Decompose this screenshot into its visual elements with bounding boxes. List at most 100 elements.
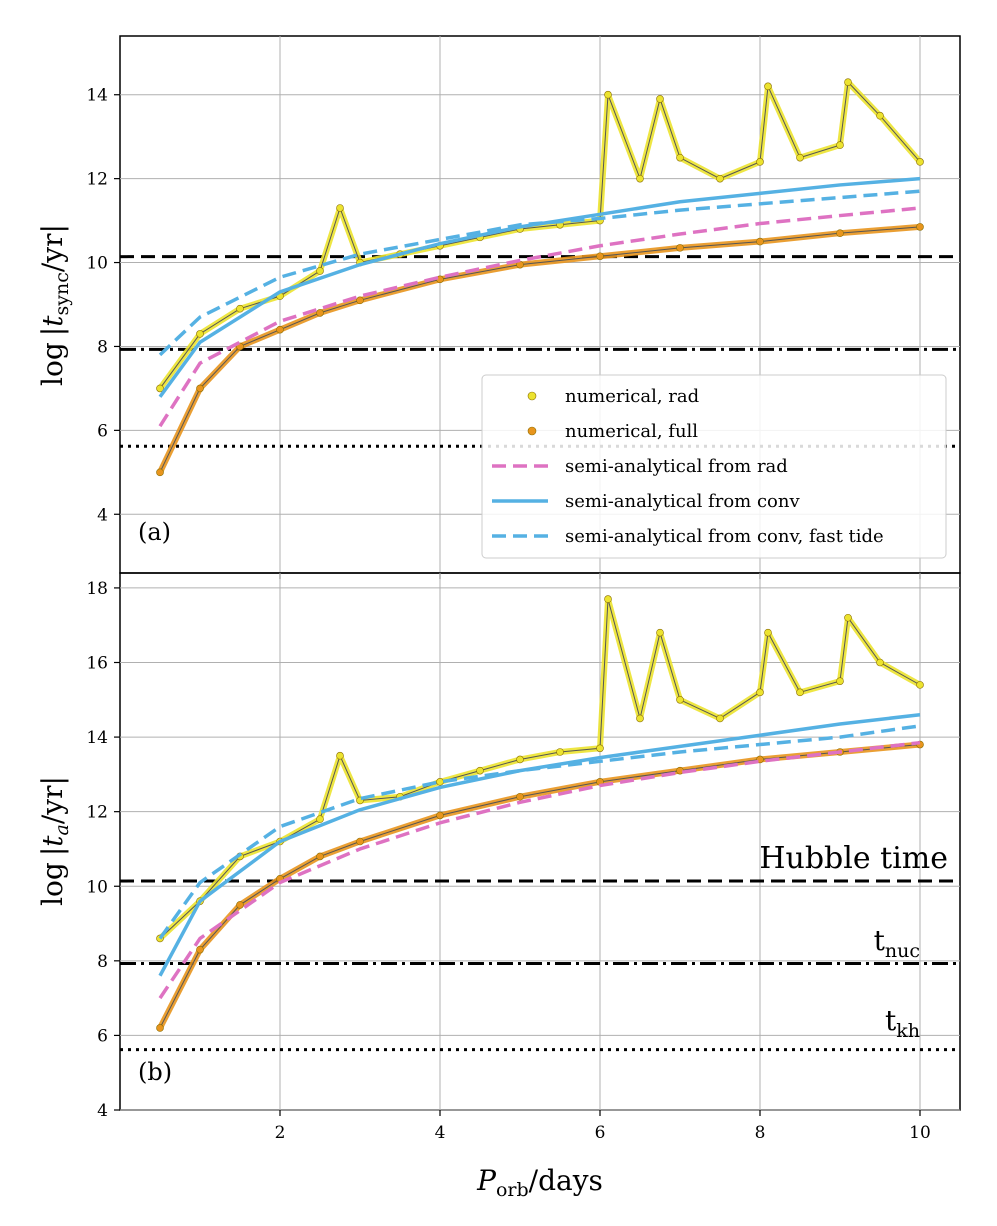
series-numerical-full-point xyxy=(236,901,244,909)
ylabel-b-sub: a xyxy=(51,824,73,835)
legend-label: semi-analytical from rad xyxy=(565,456,788,477)
series-numerical-rad-point xyxy=(796,688,804,697)
legend-label: semi-analytical from conv xyxy=(565,491,800,512)
series-numerical-full-point xyxy=(156,1024,164,1032)
series-numerical-rad-point xyxy=(676,153,684,162)
legend-label: numerical, full xyxy=(565,421,698,442)
series-numerical-rad-point xyxy=(336,751,344,760)
tkh-sub: kh xyxy=(896,1020,920,1042)
series-numerical-rad-point xyxy=(596,744,604,753)
series-numerical-rad-point xyxy=(636,174,644,183)
legend-marker xyxy=(527,391,537,401)
series-numerical-rad-point xyxy=(756,158,764,166)
tnuc-main: t xyxy=(874,924,886,957)
series-numerical-rad-point xyxy=(156,384,164,393)
series-numerical-rad-point xyxy=(316,815,324,823)
ylabel-b-main: |t xyxy=(36,835,69,856)
tkh-main: t xyxy=(885,1004,897,1037)
series-numerical-rad-point xyxy=(716,714,724,723)
series-numerical-full-point xyxy=(196,384,204,393)
series-numerical-full-point xyxy=(196,945,204,954)
ylabel-a-sub: sync xyxy=(51,272,73,315)
series-numerical-full-point xyxy=(276,325,284,334)
ytick-label: 10 xyxy=(86,877,108,897)
series-numerical-rad-point xyxy=(876,111,884,120)
series-numerical-full-point xyxy=(316,309,324,317)
series-numerical-full-point xyxy=(316,852,324,861)
series-numerical-rad-point xyxy=(656,95,664,103)
xtick-label: 2 xyxy=(275,1123,286,1143)
series-semi-analytical-from-rad xyxy=(158,740,921,1000)
series-numerical-rad-point xyxy=(716,174,724,183)
series-semi-analytical-from-conv xyxy=(158,176,921,398)
series-numerical-rad-point xyxy=(316,267,324,275)
series-semi-analytical-from-rad xyxy=(158,206,921,428)
series-numerical-full-point xyxy=(516,792,524,801)
xtick-label: 8 xyxy=(755,1123,766,1143)
ytick-label: 8 xyxy=(97,337,108,357)
series-numerical-full-point xyxy=(596,252,604,261)
series-numerical-rad-point xyxy=(476,766,484,775)
ytick-label: 16 xyxy=(86,654,108,674)
tnuc-label: tnuc xyxy=(874,924,920,962)
series-numerical-rad-point xyxy=(796,153,804,162)
series-numerical-rad-point xyxy=(764,82,772,91)
xtick-label: 4 xyxy=(435,1123,446,1143)
series-numerical-rad-point xyxy=(676,695,684,704)
series-numerical-full-point xyxy=(756,237,764,246)
series-numerical-full-point xyxy=(436,811,444,820)
panel-b-letter: (b) xyxy=(138,1058,172,1086)
series-numerical-full-point xyxy=(676,244,684,252)
series-semi-analytical-from-conv xyxy=(158,712,921,977)
panel-a-letter: (a) xyxy=(138,518,171,546)
ytick-label: 8 xyxy=(97,952,108,972)
series-numerical-rad-point xyxy=(844,78,852,86)
legend-marker xyxy=(527,426,537,436)
series-numerical-rad-point xyxy=(604,595,612,603)
ylabel-b-prefix: log xyxy=(36,862,69,906)
xtick-label: 10 xyxy=(909,1123,931,1143)
series-numerical-rad-point xyxy=(436,778,444,786)
series-numerical-rad-point xyxy=(916,681,924,689)
ytick-label: 14 xyxy=(86,728,108,748)
series-numerical-full-point xyxy=(836,229,844,237)
series-numerical-rad-point xyxy=(236,304,244,313)
legend-label: numerical, rad xyxy=(565,386,699,407)
series-numerical-full-point xyxy=(916,223,924,231)
ylabel-b: log |ta/yr| xyxy=(36,776,73,906)
ylabel-a-prefix: log xyxy=(36,342,69,386)
ytick-label: 6 xyxy=(97,421,108,441)
ytick-label: 4 xyxy=(97,505,108,525)
tnuc-sub: nuc xyxy=(885,940,920,962)
panel-b: 4 6 8 10 12 14 16 18 2 4 6 8 10 xyxy=(86,572,961,1143)
series-numerical-rad-point xyxy=(836,677,844,685)
ylabel-a-suffix: /yr| xyxy=(36,224,69,272)
xlabel: Porb/days xyxy=(476,1164,603,1201)
xlabel-main: P xyxy=(476,1164,497,1197)
legend-label: semi-analytical from conv, fast tide xyxy=(565,526,884,547)
series-numerical-full-point xyxy=(356,296,364,305)
series-numerical-rad-point xyxy=(516,755,524,764)
xtick-label: 6 xyxy=(595,1123,606,1143)
series-semi-analytical-from-conv-fast-tide xyxy=(158,724,921,940)
hubble-time-label: Hubble time xyxy=(759,841,948,876)
series-numerical-full-point xyxy=(356,837,364,846)
legend-box xyxy=(481,374,947,559)
tkh-label: tkh xyxy=(885,1004,920,1042)
series-numerical-rad-point xyxy=(556,748,564,756)
series-numerical-rad-point xyxy=(756,688,764,697)
ylabel-a-main: |t xyxy=(36,315,69,336)
series-numerical-rad-point xyxy=(876,658,884,667)
series-numerical-rad-point xyxy=(604,90,612,99)
series-numerical-rad-point xyxy=(844,613,852,622)
ytick-label: 4 xyxy=(97,1101,108,1121)
xlabel-sub: orb xyxy=(496,1179,529,1201)
ylabel-a: log |tsync/yr| xyxy=(36,224,73,386)
series-semi-analytical-from-conv-fast-tide xyxy=(158,189,921,357)
ytick-label: 12 xyxy=(86,803,108,823)
series-numerical-rad-point xyxy=(836,141,844,149)
legend: numerical, rad numerical, full semi-analyt… xyxy=(481,374,947,559)
series-numerical-rad-point xyxy=(656,628,664,637)
ytick-label: 12 xyxy=(86,170,108,190)
